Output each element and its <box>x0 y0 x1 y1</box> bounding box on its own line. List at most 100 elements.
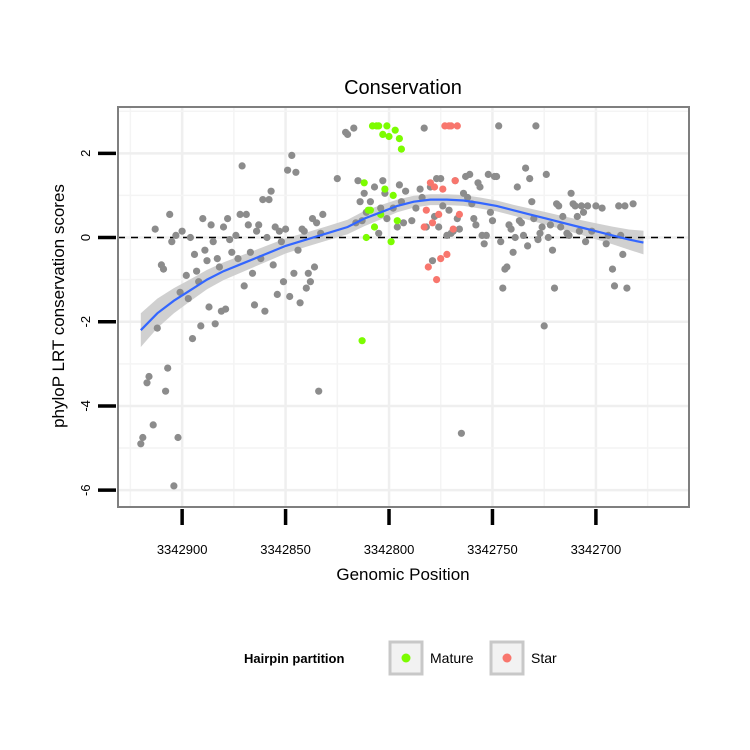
data-point-background <box>513 183 521 191</box>
data-point-background <box>201 246 209 254</box>
data-point-background <box>184 295 192 303</box>
smooth-line-layer <box>140 198 644 331</box>
data-point-background <box>174 433 182 442</box>
data-point-background <box>486 208 494 216</box>
data-point-background <box>284 166 292 174</box>
data-point-background <box>246 248 254 256</box>
data-point-background <box>176 288 184 296</box>
data-point-background <box>350 124 358 132</box>
data-point-background <box>354 177 362 185</box>
data-point-background <box>172 231 180 239</box>
data-point-background <box>395 181 403 189</box>
data-point-background <box>250 301 259 309</box>
data-point-background <box>366 198 374 206</box>
data-point-background <box>145 372 153 381</box>
x-tick-label: 3342750 <box>467 542 518 557</box>
data-point-background <box>408 217 416 225</box>
data-point-background <box>557 223 565 231</box>
data-point-star <box>422 206 430 214</box>
data-point-background <box>499 284 507 292</box>
data-point-background <box>629 200 637 208</box>
data-point-background <box>310 263 319 271</box>
data-point-background <box>215 263 223 271</box>
data-point-background <box>573 212 581 221</box>
legend-label-star: Star <box>531 650 557 666</box>
data-point-background <box>238 162 246 170</box>
data-point-background <box>292 168 300 176</box>
data-point-background <box>393 223 401 231</box>
data-point-background <box>300 227 308 235</box>
y-tick-label: -4 <box>78 400 93 412</box>
data-point-background <box>532 122 540 130</box>
data-point-background <box>224 215 232 223</box>
data-point-background <box>222 305 230 313</box>
legend: Hairpin partition Mature Star <box>244 640 557 676</box>
data-point-background <box>592 202 600 210</box>
data-point-background <box>470 215 478 223</box>
data-point-background <box>418 193 426 202</box>
data-point-background <box>503 263 511 271</box>
data-point-background <box>273 290 281 298</box>
data-point-background <box>199 215 207 223</box>
data-point-background <box>286 292 294 301</box>
data-point-background <box>275 227 283 235</box>
data-point-mature <box>383 122 391 130</box>
data-point-background <box>402 187 410 195</box>
confidence-ribbon-layer <box>140 194 644 347</box>
data-point-background <box>302 284 310 292</box>
data-point-star <box>453 122 461 130</box>
data-point-background <box>480 240 488 248</box>
data-point-background <box>507 225 515 233</box>
data-point-mature <box>379 130 387 138</box>
panel-border-rect <box>117 106 690 508</box>
data-point-mature <box>385 132 393 141</box>
x-tick-label: 3342850 <box>260 542 311 557</box>
x-tick-label: 3342700 <box>571 542 622 557</box>
data-point-background <box>493 172 501 181</box>
data-point-background <box>211 320 219 328</box>
data-point-background <box>621 202 629 210</box>
data-point-background <box>255 221 263 229</box>
data-point-mature <box>397 145 405 153</box>
data-point-background <box>182 271 190 279</box>
data-point-background <box>412 204 420 212</box>
data-point-star <box>424 263 432 271</box>
data-point-star <box>449 225 457 233</box>
data-point-background <box>228 248 236 256</box>
data-point-mature <box>375 122 383 130</box>
data-point-background <box>602 240 610 248</box>
data-point-mature <box>393 217 401 225</box>
data-point-background <box>399 219 408 227</box>
data-point-background <box>559 212 567 221</box>
data-point-background <box>522 164 530 172</box>
data-point-background <box>457 429 465 437</box>
data-point-background <box>511 233 519 242</box>
data-point-background <box>205 303 213 311</box>
data-point-background <box>170 482 178 490</box>
data-point-background <box>261 307 269 315</box>
data-point-background <box>548 246 557 254</box>
data-point-background <box>445 206 453 214</box>
data-point-background <box>236 210 244 218</box>
data-point-background <box>377 204 385 212</box>
data-point-background <box>356 198 364 206</box>
data-point-background <box>269 261 277 269</box>
data-point-background <box>488 217 497 225</box>
data-point-background <box>267 187 275 195</box>
data-point-background <box>577 202 586 210</box>
data-point-background <box>178 227 186 235</box>
data-point-background <box>294 246 302 254</box>
x-axis: 3342900 3342850 3342800 3342750 3342700 <box>157 509 621 557</box>
data-point-background <box>190 250 199 258</box>
data-point-background <box>159 265 168 273</box>
y-axis-label: phyloP LRT conservation scores <box>49 184 68 428</box>
data-point-mature <box>360 179 368 187</box>
data-point-background <box>455 225 463 233</box>
data-point-background <box>435 223 443 231</box>
data-point-background <box>540 322 548 330</box>
legend-title: Hairpin partition <box>244 651 344 666</box>
data-point-background <box>579 208 588 216</box>
data-point-background <box>143 379 151 387</box>
panel-background <box>118 107 689 507</box>
smooth-trend-line <box>140 198 644 331</box>
